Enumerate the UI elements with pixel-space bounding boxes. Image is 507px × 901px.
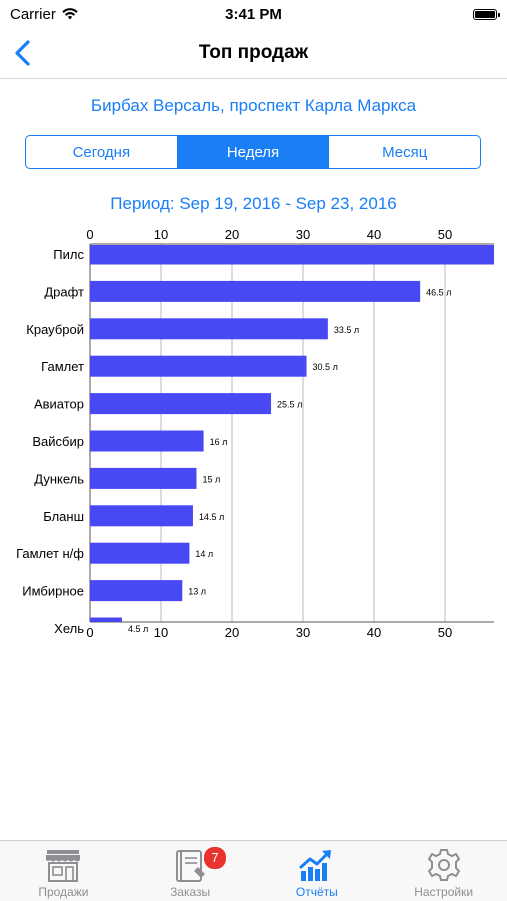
category-label: Бланш bbox=[43, 509, 84, 524]
store-icon bbox=[46, 850, 81, 882]
category-label: Пилс bbox=[53, 247, 84, 262]
category-label: Хель bbox=[54, 621, 84, 636]
category-label: Имбирное bbox=[22, 584, 84, 599]
tick-label-top: 20 bbox=[225, 227, 239, 242]
data-label: 25.5 л bbox=[277, 400, 302, 410]
tab-bar: Продажи Заказы Отчёты Настройки bbox=[0, 840, 507, 901]
bar bbox=[90, 430, 204, 452]
category-label: Дункель bbox=[34, 471, 84, 486]
tick-label-bottom: 40 bbox=[367, 625, 381, 640]
tick-label-bottom: 30 bbox=[296, 625, 310, 640]
clock: 3:41 PM bbox=[225, 6, 282, 23]
tick-label-top: 0 bbox=[86, 227, 93, 242]
navigation-bar: Топ продаж bbox=[0, 30, 507, 79]
data-label: 13 л bbox=[188, 587, 206, 597]
data-label: 16 л bbox=[210, 437, 228, 447]
status-bar: Carrier 3:41 PM bbox=[0, 0, 507, 30]
category-label: Драфт bbox=[44, 284, 84, 299]
reports-chart-icon bbox=[299, 850, 331, 881]
data-label: 33.5 л bbox=[334, 325, 359, 335]
tab-label-sales: Продажи bbox=[38, 885, 89, 899]
bar bbox=[90, 505, 193, 527]
bar bbox=[90, 542, 190, 564]
segment-today[interactable]: Сегодня bbox=[26, 136, 178, 168]
bar bbox=[90, 245, 494, 265]
tick-label-bottom: 0 bbox=[86, 625, 93, 640]
category-label: Гамлет н/ф bbox=[16, 546, 84, 561]
data-label: 14.5 л bbox=[199, 512, 224, 522]
segment-week[interactable]: Неделя bbox=[177, 136, 330, 168]
data-label: 30.5 л bbox=[313, 362, 338, 372]
tick-label-bottom: 20 bbox=[225, 625, 239, 640]
store-name: Бирбах Версаль, проспект Карла Маркса bbox=[90, 96, 417, 115]
tab-label-reports: Отчёты bbox=[295, 885, 338, 899]
top-sales-bar-chart: 0 0 10 10 20 20 30 30 40 40 50 50 Пилс Драфт 46.5 л Кра… bbox=[16, 227, 494, 640]
category-label: Гамлет bbox=[41, 359, 84, 374]
data-label: 4.5 л bbox=[128, 624, 148, 634]
tab-settings[interactable]: Настройки bbox=[380, 841, 507, 901]
back-chevron-icon[interactable] bbox=[12, 38, 36, 68]
tab-reports[interactable]: Отчёты bbox=[254, 841, 381, 901]
category-label: Вайсбир bbox=[32, 434, 84, 449]
tab-label-settings: Настройки bbox=[414, 885, 474, 899]
data-label: 14 л bbox=[195, 549, 213, 559]
orders-badge: 7 bbox=[203, 846, 227, 870]
tick-label-top: 40 bbox=[367, 227, 381, 242]
tick-label-top: 30 bbox=[296, 227, 310, 242]
data-label: 46.5 л bbox=[426, 287, 451, 297]
tick-label-bottom: 10 bbox=[154, 625, 168, 640]
wifi-icon bbox=[62, 7, 78, 25]
tick-label-bottom: 50 bbox=[438, 625, 452, 640]
bar bbox=[90, 355, 307, 377]
bar bbox=[90, 280, 421, 302]
orders-icon bbox=[176, 850, 206, 882]
category-label: Крауброй bbox=[26, 322, 84, 337]
category-label: Авиатор bbox=[34, 397, 84, 412]
bar bbox=[90, 617, 122, 622]
bar bbox=[90, 318, 328, 340]
bar bbox=[90, 580, 183, 602]
period-segmented-control: Сегодня Неделя Месяц bbox=[25, 135, 481, 169]
bar bbox=[90, 393, 272, 415]
carrier-label: Carrier bbox=[10, 6, 56, 23]
gear-icon bbox=[427, 849, 460, 881]
page-title: Топ продаж bbox=[198, 42, 309, 63]
bar bbox=[90, 467, 197, 489]
tick-label-top: 50 bbox=[438, 227, 452, 242]
period-label: Период: Sep 19, 2016 - Sep 23, 2016 bbox=[110, 194, 397, 213]
data-label: 15 л bbox=[203, 474, 221, 484]
battery-icon bbox=[473, 9, 500, 20]
tab-label-orders: Заказы bbox=[170, 885, 211, 899]
segment-month[interactable]: Месяц bbox=[382, 143, 428, 161]
tick-label-top: 10 bbox=[154, 227, 168, 242]
tab-orders[interactable]: Заказы bbox=[127, 841, 254, 901]
tab-sales[interactable]: Продажи bbox=[0, 841, 127, 901]
